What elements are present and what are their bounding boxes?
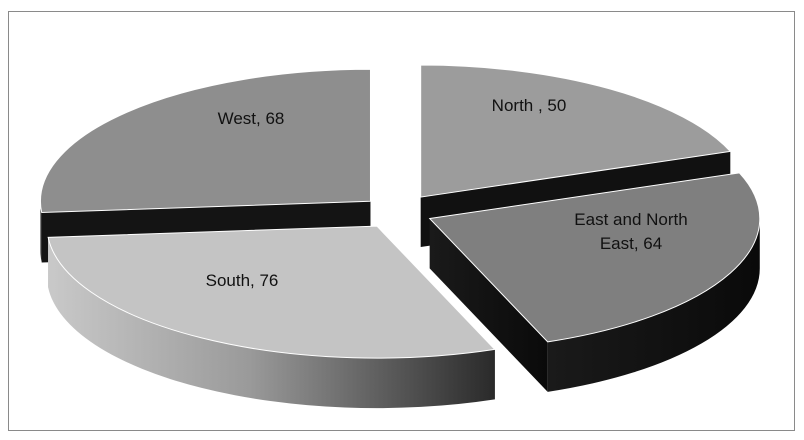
slice-top <box>420 64 732 198</box>
data-label-east-and-north-east: East and North East, 64 <box>574 210 687 253</box>
pie-slice-east-and-north-east <box>428 172 761 392</box>
slice-side-wall <box>40 201 42 263</box>
pie-chart: North , 50 East and North East, 64 South, 7… <box>39 64 761 409</box>
slice-radial-wall <box>429 218 548 392</box>
data-label-south: South, 76 <box>206 271 279 290</box>
slice-top <box>39 68 371 214</box>
slice-side-wall <box>48 237 495 409</box>
slice-top <box>47 225 496 359</box>
slice-top <box>428 172 761 343</box>
data-label-north: North , 50 <box>492 96 567 115</box>
slice-side-wall <box>547 218 760 392</box>
chart-frame: North , 50 East and North East, 64 South, 7… <box>8 11 795 431</box>
pie-slice-south <box>47 225 496 409</box>
data-label-west: West, 68 <box>218 109 285 128</box>
